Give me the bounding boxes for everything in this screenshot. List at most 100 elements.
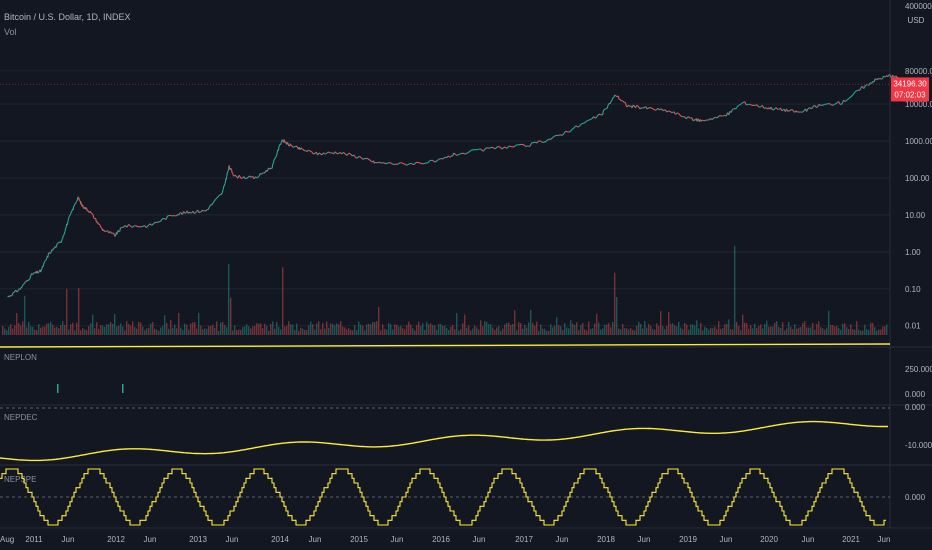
volume-bar [462, 323, 464, 335]
price-segment [559, 134, 562, 136]
volume-bar [336, 323, 338, 335]
pane-label-nepdec: NEPDEC [4, 413, 38, 422]
volume-bar [312, 324, 314, 335]
volume-bar [796, 328, 798, 335]
volume-bar [668, 312, 670, 335]
price-segment [801, 111, 804, 113]
volume-bar [798, 327, 800, 335]
price-segment [367, 158, 370, 161]
volume-bar [482, 326, 484, 335]
volume-bar [6, 330, 8, 335]
price-segment [280, 142, 282, 145]
price-segment [692, 119, 695, 122]
volume-bar [840, 329, 842, 335]
volume-bar [854, 329, 856, 335]
volume-bar [754, 323, 756, 335]
volume-bar [424, 330, 426, 335]
nepdec-line [0, 420, 888, 462]
price-segment [550, 136, 554, 140]
price-segment [402, 162, 405, 165]
price-segment [119, 227, 121, 232]
volume-bar [882, 326, 884, 335]
price-segment [227, 170, 229, 173]
price-segment [218, 194, 221, 197]
price-segment [566, 131, 569, 133]
price-segment [444, 156, 446, 159]
volume-bar [746, 323, 748, 335]
price-tick-label: 1000.00 [905, 137, 932, 146]
price-segment [812, 105, 815, 108]
price-segment [662, 109, 666, 112]
price-segment [116, 231, 119, 235]
price-segment [737, 104, 740, 107]
price-segment [339, 151, 343, 155]
volume-bar [778, 327, 780, 335]
volume-bar [138, 321, 140, 335]
price-segment [605, 108, 607, 110]
price-segment [397, 162, 401, 165]
pane-label-nepspe: NEPSPE [4, 475, 36, 484]
volume-bar [570, 320, 572, 335]
neplon-spike [57, 384, 59, 393]
volume-bar [488, 324, 490, 335]
volume-bar [146, 328, 148, 335]
price-segment [755, 104, 758, 106]
volume-bar [226, 327, 228, 335]
volume-bar [788, 321, 790, 335]
volume-bar [820, 327, 822, 335]
volume-bar [702, 330, 704, 335]
volume-bar [620, 329, 622, 335]
price-segment [602, 109, 605, 112]
volume-bar [600, 329, 602, 335]
volume-bar [282, 267, 284, 335]
price-segment [696, 120, 698, 122]
price-segment [448, 156, 451, 158]
price-segment [96, 221, 99, 225]
volume-bar [42, 326, 44, 335]
price-segment [711, 117, 715, 120]
price-segment [360, 157, 364, 160]
price-segment [847, 97, 850, 100]
volume-bar [794, 324, 796, 335]
symbol-title[interactable]: Bitcoin / U.S. Dollar, 1D, INDEX [4, 12, 131, 22]
price-segment [156, 221, 159, 224]
volume-bar [370, 324, 372, 335]
price-segment [33, 272, 36, 274]
volume-label: Vol [4, 27, 17, 37]
price-segment [700, 119, 703, 122]
volume-bar [578, 330, 580, 335]
price-segment [740, 102, 743, 106]
volume-bar [304, 329, 306, 335]
volume-bar [142, 326, 144, 335]
volume-bar [804, 321, 806, 335]
volume-bar [748, 328, 750, 335]
volume-bar [528, 322, 530, 335]
price-segment [491, 146, 496, 150]
volume-bar [704, 326, 706, 335]
volume-bar [58, 328, 60, 335]
price-segment [92, 214, 95, 219]
volume-bar [848, 329, 850, 335]
price-segment [844, 100, 847, 102]
price-segment [24, 281, 26, 284]
volume-bar [302, 328, 304, 335]
price-segment [60, 239, 63, 243]
volume-bar [202, 329, 204, 335]
volume-bar [774, 322, 776, 335]
volume-bar [348, 328, 350, 335]
price-segment [45, 258, 48, 261]
price-segment [413, 162, 417, 166]
price-segment [668, 110, 671, 113]
price-segment [669, 111, 673, 114]
price-segment [459, 152, 463, 155]
price-segment [445, 156, 447, 159]
price-segment [291, 145, 294, 148]
price-segment [442, 157, 445, 160]
time-tick-label: 2017 [515, 535, 533, 544]
volume-bar [34, 329, 36, 335]
volume-bar [328, 327, 330, 335]
volume-bar [442, 325, 444, 335]
price-segment [62, 235, 64, 239]
volume-bar [338, 324, 340, 335]
